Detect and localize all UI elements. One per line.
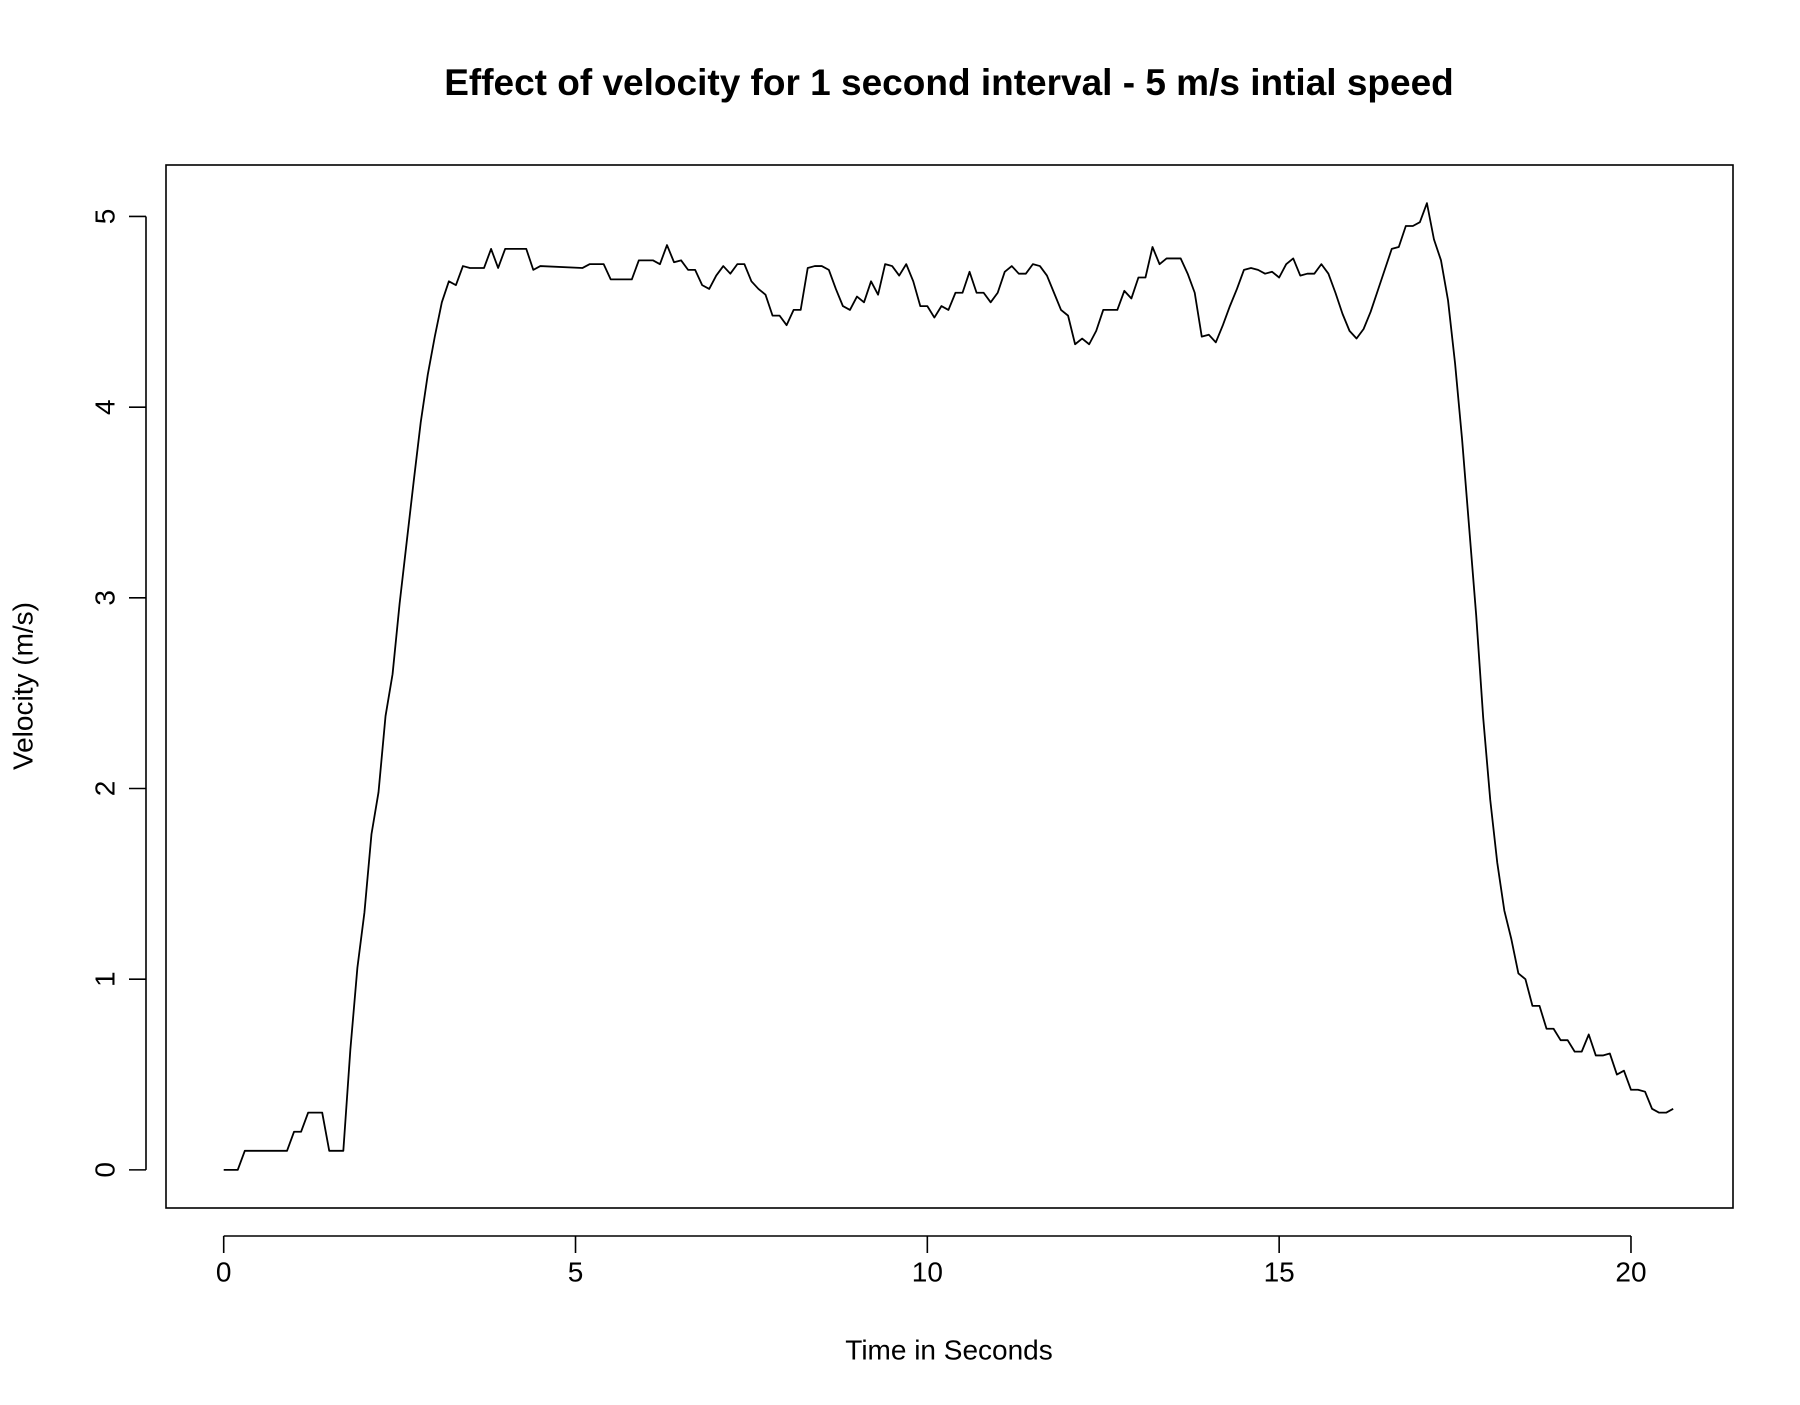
x-tick-label: 5 bbox=[568, 1256, 584, 1287]
x-tick-label: 0 bbox=[216, 1256, 232, 1287]
x-tick-label: 10 bbox=[912, 1256, 943, 1287]
y-tick-label: 1 bbox=[89, 971, 120, 987]
x-tick-label: 20 bbox=[1615, 1256, 1646, 1287]
y-axis-label: Velocity (m/s) bbox=[7, 602, 38, 770]
plot-box bbox=[165, 164, 1734, 1209]
y-tick-label: 3 bbox=[89, 590, 120, 606]
y-tick-label: 5 bbox=[89, 209, 120, 225]
y-tick-label: 4 bbox=[89, 399, 120, 415]
line-series bbox=[223, 202, 1674, 1171]
y-tick-label: 2 bbox=[89, 781, 120, 797]
chart-title: Effect of velocity for 1 second interval… bbox=[444, 62, 1454, 103]
x-axis-label: Time in Seconds bbox=[845, 1334, 1053, 1365]
y-tick-label: 0 bbox=[89, 1162, 120, 1178]
x-tick-label: 15 bbox=[1264, 1256, 1295, 1287]
